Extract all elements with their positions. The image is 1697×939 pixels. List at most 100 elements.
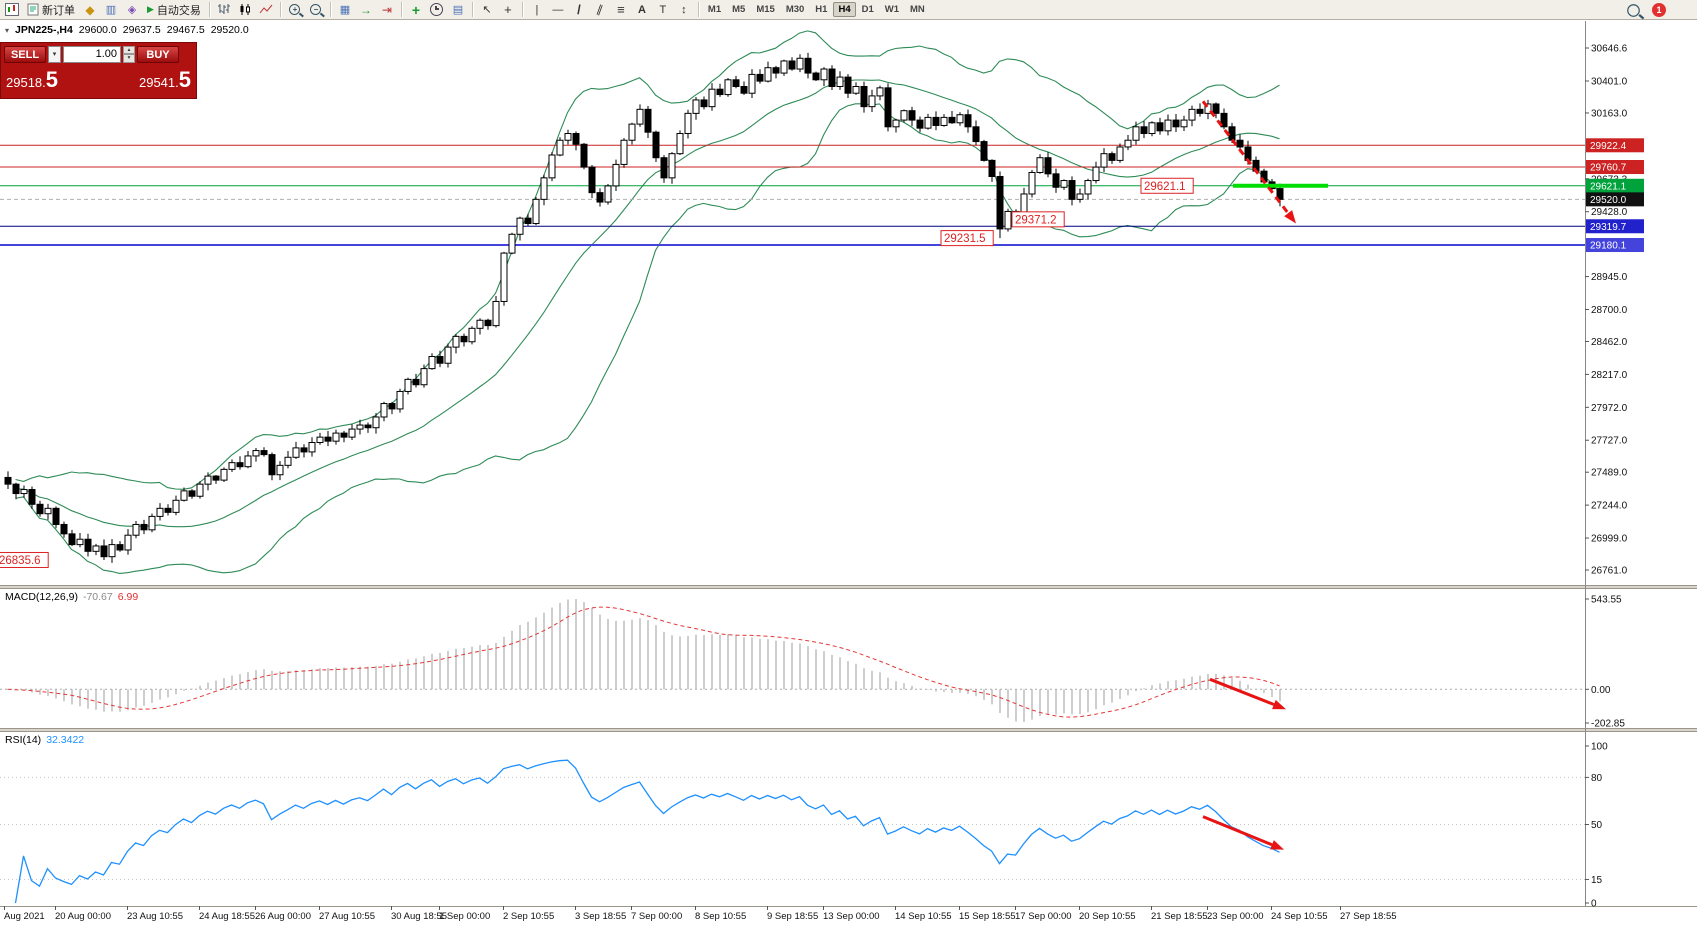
metaeditor-icon[interactable]: ◆ — [85, 2, 95, 17]
one-click-trading-panel: SELL ▾ ▴ ▾ BUY 29518.5 29541.5 — [0, 42, 197, 99]
tf-m1-button[interactable]: M1 — [707, 4, 722, 15]
svg-text:15: 15 — [1591, 875, 1603, 886]
volume-input[interactable] — [63, 45, 121, 63]
tile-windows-icon[interactable]: ▦ — [339, 4, 351, 16]
buy-button[interactable]: BUY — [137, 45, 179, 63]
vertical-line-icon[interactable]: | — [535, 3, 539, 16]
trendline-icon[interactable]: / — [577, 2, 581, 17]
svg-text:Aug 2021: Aug 2021 — [4, 911, 45, 922]
panel-splitter[interactable] — [0, 585, 1697, 589]
close-value: 29520.0 — [210, 24, 249, 36]
rsi-panel[interactable] — [0, 759, 1585, 904]
new-order-label: 新订单 — [42, 4, 75, 17]
svg-text:15 Sep 18:55: 15 Sep 18:55 — [959, 911, 1016, 922]
line-chart-icon[interactable] — [256, 1, 276, 18]
chevron-down-icon[interactable]: ▾ — [123, 54, 135, 63]
svg-text:27 Aug 10:55: 27 Aug 10:55 — [319, 911, 375, 922]
svg-text:29428.0: 29428.0 — [1591, 207, 1628, 218]
candlestick-chart-icon[interactable] — [235, 1, 255, 18]
svg-text:27244.0: 27244.0 — [1591, 501, 1628, 512]
svg-text:30163.0: 30163.0 — [1591, 108, 1628, 119]
main-chart-panel[interactable]: 29621.1 29371.2 29231.5 26835.6 — [0, 30, 1585, 574]
svg-text:23 Aug 10:55: 23 Aug 10:55 — [127, 911, 183, 922]
channel-icon[interactable]: ∥ — [595, 3, 605, 17]
svg-text:20 Aug 00:00: 20 Aug 00:00 — [55, 911, 111, 922]
zoom-in-icon[interactable]: + — [285, 1, 305, 18]
volume-dropdown[interactable]: ▾ — [48, 45, 61, 63]
rsi-value: 32.3422 — [46, 734, 85, 746]
crosshair-icon[interactable]: + — [504, 2, 512, 17]
svg-text:0.00: 0.00 — [1591, 685, 1611, 696]
svg-text:543.55: 543.55 — [1591, 595, 1622, 606]
toolbar-separator — [521, 2, 523, 17]
new-order-icon — [27, 3, 39, 16]
volume-stepper[interactable]: ▴ ▾ — [123, 45, 135, 63]
svg-text:30401.0: 30401.0 — [1591, 76, 1628, 87]
svg-text:27972.0: 27972.0 — [1591, 403, 1628, 414]
chart-window-icon[interactable] — [2, 1, 22, 18]
svg-text:29180.1: 29180.1 — [1590, 241, 1627, 252]
templates-icon[interactable]: ▤ — [452, 4, 464, 16]
new-order-button[interactable]: 新订单 — [23, 1, 79, 18]
terminal-icon[interactable]: ▥ — [105, 4, 117, 16]
auto-scroll-icon[interactable]: → — [359, 2, 372, 17]
search-icon[interactable] — [1627, 4, 1640, 17]
tf-w1-button[interactable]: W1 — [884, 4, 900, 15]
chevron-up-icon[interactable]: ▴ — [123, 45, 135, 54]
tf-h1-button[interactable]: H1 — [815, 4, 828, 15]
tf-m30-button[interactable]: M30 — [785, 4, 805, 15]
svg-text:13 Sep 00:00: 13 Sep 00:00 — [823, 911, 880, 922]
svg-text:7 Sep 00:00: 7 Sep 00:00 — [631, 911, 682, 922]
svg-text:0: 0 — [1591, 899, 1597, 910]
toolbar-separator — [208, 2, 210, 17]
text-tool-icon[interactable]: A — [637, 3, 646, 16]
high-value: 29637.5 — [122, 24, 161, 36]
svg-text:26999.0: 26999.0 — [1591, 534, 1628, 545]
svg-text:3 Sep 18:55: 3 Sep 18:55 — [575, 911, 626, 922]
label-tool-icon[interactable]: T — [659, 3, 667, 16]
price-axis[interactable]: 30646.630401.030163.029673.329428.028945… — [1585, 44, 1644, 910]
svg-text:28700.0: 28700.0 — [1591, 305, 1628, 316]
price-text-labels: 29621.1 29371.2 29231.5 26835.6 — [0, 177, 1194, 568]
auto-trading-label: 自动交易 — [156, 4, 201, 17]
chevron-down-icon: ▾ — [52, 50, 57, 58]
svg-text:17 Sep 00:00: 17 Sep 00:00 — [1015, 911, 1072, 922]
periods-icon[interactable] — [427, 1, 447, 18]
svg-text:50: 50 — [1591, 820, 1603, 831]
tf-m5-button[interactable]: M5 — [732, 4, 746, 15]
toolbar-separator — [400, 2, 402, 17]
bar-chart-icon[interactable] — [214, 1, 234, 18]
svg-text:-202.85: -202.85 — [1591, 719, 1625, 730]
auto-trading-button[interactable]: ▶ 自动交易 — [143, 1, 205, 18]
horizontal-line-icon[interactable]: — — [552, 3, 564, 16]
svg-text:20 Sep 10:55: 20 Sep 10:55 — [1079, 911, 1136, 922]
svg-text:29922.4: 29922.4 — [1590, 141, 1627, 152]
fibonacci-icon[interactable]: ≡ — [617, 2, 625, 17]
strategy-tester-icon[interactable]: ◈ — [127, 4, 137, 16]
tf-mn-button[interactable]: MN — [910, 4, 925, 15]
panel-splitter[interactable] — [0, 728, 1697, 732]
toolbar-separator — [329, 2, 331, 17]
svg-text:26835.6: 26835.6 — [0, 555, 41, 567]
tf-h4-button[interactable]: H4 — [833, 2, 856, 17]
rsi-label: RSI(14) 32.3422 — [5, 734, 85, 746]
tf-m15-button[interactable]: M15 — [756, 4, 775, 15]
arrows-tool-icon[interactable]: ↕ — [681, 3, 687, 16]
svg-text:30 Aug 18:55: 30 Aug 18:55 — [391, 911, 447, 922]
indicators-icon[interactable]: + — [411, 1, 421, 18]
time-axis[interactable]: Aug 2021 20 Aug 00:00 23 Aug 10:55 24 Aug 1… — [4, 906, 1397, 922]
tf-d1-button[interactable]: D1 — [861, 4, 874, 15]
notification-badge[interactable]: 1 — [1652, 3, 1666, 17]
symbol-period-label: JPN225-,H4 — [15, 24, 73, 36]
sell-button[interactable]: SELL — [4, 45, 46, 63]
play-icon: ▶ — [147, 4, 154, 14]
buy-price: 29541.5 — [138, 67, 191, 92]
cursor-icon[interactable]: ↖ — [482, 4, 492, 16]
svg-text:24 Sep 10:55: 24 Sep 10:55 — [1271, 911, 1328, 922]
svg-text:27489.0: 27489.0 — [1591, 468, 1628, 479]
macd-panel[interactable] — [0, 599, 1585, 722]
zoom-out-icon[interactable]: − — [306, 1, 326, 18]
chart-shift-icon[interactable]: ⇥ — [381, 2, 392, 17]
